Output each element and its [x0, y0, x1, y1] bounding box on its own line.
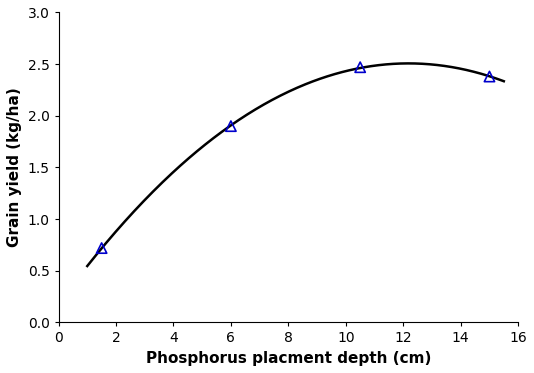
Y-axis label: Grain yield (kg/ha): Grain yield (kg/ha) — [7, 88, 22, 247]
Point — [356, 64, 364, 70]
Point — [226, 123, 235, 129]
Point — [97, 245, 106, 251]
Point — [485, 73, 494, 79]
X-axis label: Phosphorus placment depth (cm): Phosphorus placment depth (cm) — [146, 351, 431, 366]
